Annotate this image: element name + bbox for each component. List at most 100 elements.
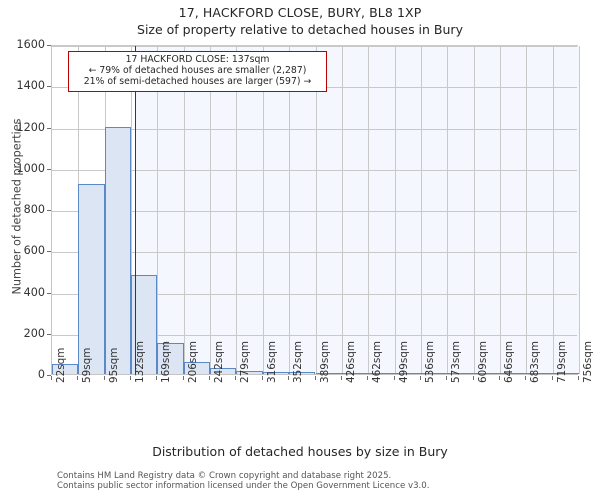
gridline-vertical xyxy=(394,46,396,374)
shaded-region-larger xyxy=(134,46,579,374)
bar xyxy=(52,363,79,374)
bar xyxy=(78,184,105,374)
x-tick-mark xyxy=(525,376,527,380)
x-tick-label: 462sqm xyxy=(371,341,384,383)
gridline-vertical xyxy=(210,46,212,374)
bar xyxy=(420,372,448,374)
x-tick-mark xyxy=(498,376,500,380)
gridline-vertical xyxy=(420,46,422,374)
x-tick-mark xyxy=(103,376,105,380)
bar xyxy=(210,367,237,374)
bar xyxy=(526,372,553,374)
x-tick-label: 169sqm xyxy=(160,341,173,383)
bar xyxy=(473,372,500,374)
bar xyxy=(236,370,263,374)
gridline-vertical xyxy=(473,46,475,374)
gridline-vertical xyxy=(499,46,501,374)
bar xyxy=(341,372,369,374)
plot-area xyxy=(51,45,580,375)
x-tick-label: 206sqm xyxy=(186,341,199,383)
x-tick-mark xyxy=(235,376,237,380)
x-tick-label: 59sqm xyxy=(81,347,94,383)
x-tick-mark xyxy=(77,376,79,380)
footer-line-1: Contains HM Land Registry data © Crown c… xyxy=(57,471,392,481)
y-tick-label: 0 xyxy=(37,368,45,381)
x-tick-label: 316sqm xyxy=(265,341,278,383)
x-tick-label: 646sqm xyxy=(502,341,515,383)
gridline-vertical xyxy=(552,46,554,374)
gridline-vertical xyxy=(289,46,291,374)
bar xyxy=(447,372,474,374)
x-tick-label: 95sqm xyxy=(107,347,120,383)
gridline-horizontal xyxy=(52,334,577,336)
bar xyxy=(104,126,132,374)
x-tick-label: 756sqm xyxy=(582,341,594,383)
x-axis-label: Distribution of detached houses by size … xyxy=(152,444,448,459)
gridline-vertical xyxy=(341,46,343,374)
x-tick-mark xyxy=(419,376,421,380)
x-tick-label: 499sqm xyxy=(397,341,410,383)
x-tick-label: 352sqm xyxy=(292,341,305,383)
gridline-horizontal xyxy=(52,252,577,254)
x-tick-mark xyxy=(182,376,184,380)
bar xyxy=(315,372,342,374)
gridline-vertical xyxy=(157,46,159,374)
x-tick-label: 22sqm xyxy=(55,347,67,383)
bar xyxy=(394,372,421,374)
x-tick-label: 609sqm xyxy=(476,341,489,383)
x-tick-mark xyxy=(156,376,158,380)
x-tick-mark xyxy=(314,376,316,380)
x-tick-label: 132sqm xyxy=(134,341,147,383)
annotation-line-1: 17 HACKFORD CLOSE: 137sqm xyxy=(125,54,270,65)
annotation-line-3: 21% of semi-detached houses are larger (… xyxy=(83,76,312,88)
bar xyxy=(262,371,290,374)
annotation-line-2: ← 79% of detached houses are smaller (2,… xyxy=(88,65,307,77)
bar xyxy=(552,372,579,374)
x-tick-label: 683sqm xyxy=(529,341,542,383)
x-tick-label: 719sqm xyxy=(555,341,568,383)
gridline-vertical xyxy=(131,46,133,374)
x-tick-mark xyxy=(367,376,369,380)
gridline-vertical xyxy=(236,46,238,374)
x-tick-label: 573sqm xyxy=(450,341,463,383)
chart-title: 17, HACKFORD CLOSE, BURY, BL8 1XP xyxy=(178,5,422,20)
x-tick-mark xyxy=(51,376,52,380)
x-tick-label: 536sqm xyxy=(423,341,436,383)
gridline-horizontal xyxy=(52,293,577,295)
property-size-marker-line xyxy=(134,46,137,374)
x-tick-mark xyxy=(578,376,579,380)
gridline-vertical xyxy=(183,46,185,374)
x-tick-mark xyxy=(446,376,448,380)
gridline-vertical xyxy=(579,46,580,374)
x-tick-mark xyxy=(288,376,290,380)
gridline-vertical xyxy=(447,46,449,374)
y-tick-label: 1600 xyxy=(16,38,45,51)
footer-attribution: Contains HM Land Registry data © Crown c… xyxy=(57,471,429,491)
x-tick-label: 426sqm xyxy=(344,341,357,383)
x-tick-mark xyxy=(130,376,132,380)
gridline-horizontal xyxy=(52,128,577,130)
x-tick-label: 279sqm xyxy=(239,341,252,383)
bar xyxy=(157,343,184,374)
gridline-vertical xyxy=(368,46,370,374)
x-tick-mark xyxy=(393,376,395,380)
x-tick-mark xyxy=(261,376,263,380)
x-tick-mark xyxy=(340,376,342,380)
x-tick-mark xyxy=(472,376,474,380)
chart-subtitle: Size of property relative to detached ho… xyxy=(137,22,463,37)
y-axis-label: Number of detached properties xyxy=(10,118,24,295)
x-tick-mark xyxy=(551,376,553,380)
bar xyxy=(289,372,316,374)
x-tick-mark xyxy=(209,376,211,380)
bar xyxy=(368,372,395,374)
gridline-horizontal xyxy=(52,46,577,47)
x-tick-label: 389sqm xyxy=(318,341,331,383)
gridline-vertical xyxy=(315,46,317,374)
x-tick-label: 242sqm xyxy=(213,341,226,383)
gridline-vertical xyxy=(526,46,528,374)
footer-line-2: Contains public sector information licen… xyxy=(57,481,430,491)
bar xyxy=(183,361,211,374)
bar xyxy=(499,372,527,374)
annotation-box: 17 HACKFORD CLOSE: 137sqm ← 79% of detac… xyxy=(68,51,327,92)
